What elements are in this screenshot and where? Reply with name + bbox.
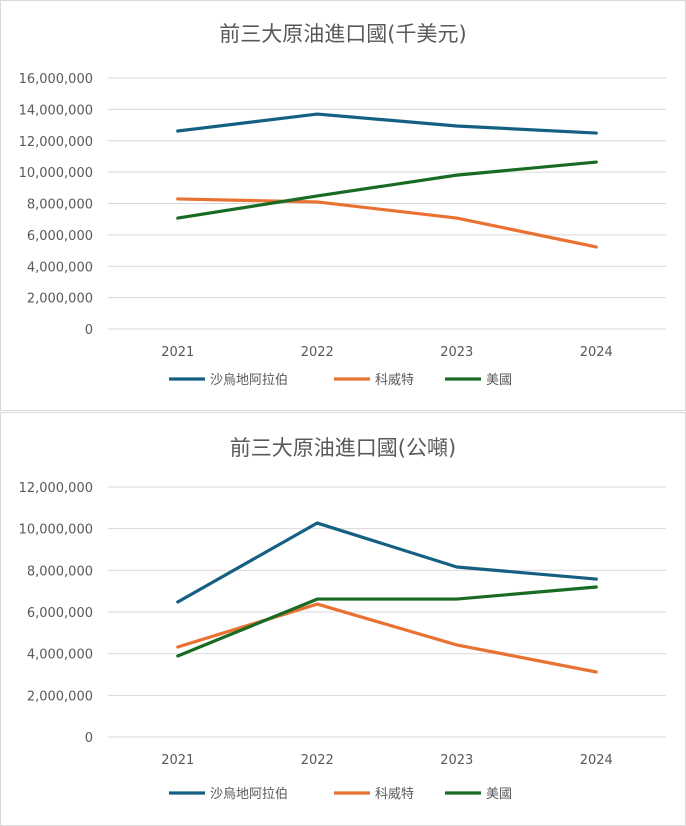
chart-title: 前三大原油進口國(千美元) — [219, 22, 466, 46]
series-line-1 — [176, 602, 598, 674]
chart-title: 前三大原油進口國(公噸) — [230, 436, 456, 460]
y-tick-label: 0 — [85, 731, 93, 746]
x-tick-label: 2022 — [301, 753, 334, 768]
y-tick-label: 6,000,000 — [27, 229, 93, 244]
y-tick-label: 12,000,000 — [19, 135, 93, 150]
y-tick-label: 10,000,000 — [19, 166, 93, 181]
x-tick-label: 2021 — [161, 345, 194, 360]
legend-label: 美國 — [486, 787, 512, 802]
x-tick-label: 2021 — [161, 753, 194, 768]
y-tick-label: 0 — [85, 323, 93, 338]
x-tick-label: 2024 — [580, 345, 613, 360]
y-tick-label: 2,000,000 — [27, 292, 93, 307]
legend-label: 科威特 — [375, 373, 414, 388]
chart-value: 前三大原油進口國(千美元) 0 2,000,000 4,000,000 6,000,00… — [0, 0, 686, 411]
y-tick-label: 16,000,000 — [19, 72, 93, 87]
y-tick-label: 6,000,000 — [27, 606, 93, 621]
legend-label: 沙烏地阿拉伯 — [210, 372, 288, 388]
y-tick-label: 8,000,000 — [27, 198, 93, 213]
y-tick-label: 4,000,000 — [27, 648, 93, 663]
series-line-2 — [176, 160, 598, 220]
legend-label: 沙烏地阿拉伯 — [210, 786, 288, 802]
x-tick-label: 2023 — [440, 345, 473, 360]
x-tick-label: 2024 — [580, 753, 613, 768]
chart-tonnage: 前三大原油進口國(公噸) 0 2,000,000 4,000,000 6,000,000… — [0, 412, 686, 826]
x-tick-label: 2022 — [301, 345, 334, 360]
chart-tonnage-svg: 前三大原油進口國(公噸) 0 2,000,000 4,000,000 6,000,000… — [19, 436, 666, 802]
series-line-1 — [176, 197, 598, 249]
series-line-0 — [176, 112, 598, 135]
y-tick-label: 4,000,000 — [27, 260, 93, 275]
chart-value-svg: 前三大原油進口國(千美元) 0 2,000,000 4,000,000 6,000,00… — [19, 22, 666, 388]
y-tick-label: 2,000,000 — [27, 689, 93, 704]
y-tick-label: 8,000,000 — [27, 564, 93, 579]
series-line-0 — [176, 521, 598, 604]
series-line-2 — [176, 585, 598, 658]
y-tick-label: 12,000,000 — [19, 481, 93, 496]
y-tick-label: 10,000,000 — [19, 523, 93, 538]
y-tick-label: 14,000,000 — [19, 103, 93, 118]
legend-label: 美國 — [486, 373, 512, 388]
legend-label: 科威特 — [375, 787, 414, 802]
x-tick-label: 2023 — [440, 753, 473, 768]
